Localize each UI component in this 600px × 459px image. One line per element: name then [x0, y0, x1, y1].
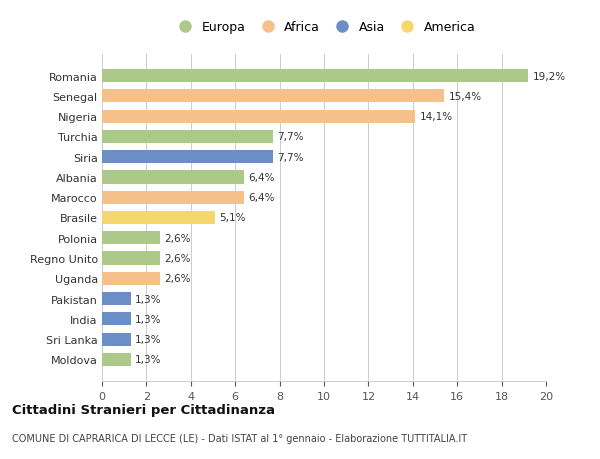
Text: 15,4%: 15,4% [448, 92, 481, 102]
Bar [102, 130, 273, 144]
Text: 6,4%: 6,4% [248, 193, 275, 203]
Text: Cittadini Stranieri per Cittadinanza: Cittadini Stranieri per Cittadinanza [12, 403, 275, 416]
Bar [102, 191, 244, 204]
Bar [102, 252, 160, 265]
Bar [102, 70, 528, 83]
Bar [102, 90, 444, 103]
Bar [102, 212, 215, 224]
Legend: Europa, Africa, Asia, America: Europa, Africa, Asia, America [170, 19, 478, 37]
Text: 19,2%: 19,2% [533, 72, 566, 81]
Text: 7,7%: 7,7% [277, 132, 304, 142]
Text: 5,1%: 5,1% [220, 213, 246, 223]
Bar [102, 151, 273, 164]
Bar [102, 171, 244, 184]
Text: 2,6%: 2,6% [164, 233, 191, 243]
Text: COMUNE DI CAPRARICA DI LECCE (LE) - Dati ISTAT al 1° gennaio - Elaborazione TUTT: COMUNE DI CAPRARICA DI LECCE (LE) - Dati… [12, 433, 467, 442]
Bar [102, 232, 160, 245]
Text: 6,4%: 6,4% [248, 173, 275, 183]
Bar [102, 272, 160, 285]
Text: 2,6%: 2,6% [164, 253, 191, 263]
Bar [102, 333, 131, 346]
Text: 1,3%: 1,3% [136, 334, 162, 344]
Text: 14,1%: 14,1% [419, 112, 452, 122]
Text: 1,3%: 1,3% [136, 314, 162, 324]
Bar [102, 353, 131, 366]
Bar [102, 110, 415, 123]
Text: 1,3%: 1,3% [136, 294, 162, 304]
Text: 1,3%: 1,3% [136, 355, 162, 364]
Text: 7,7%: 7,7% [277, 152, 304, 162]
Bar [102, 313, 131, 326]
Bar [102, 292, 131, 306]
Text: 2,6%: 2,6% [164, 274, 191, 284]
